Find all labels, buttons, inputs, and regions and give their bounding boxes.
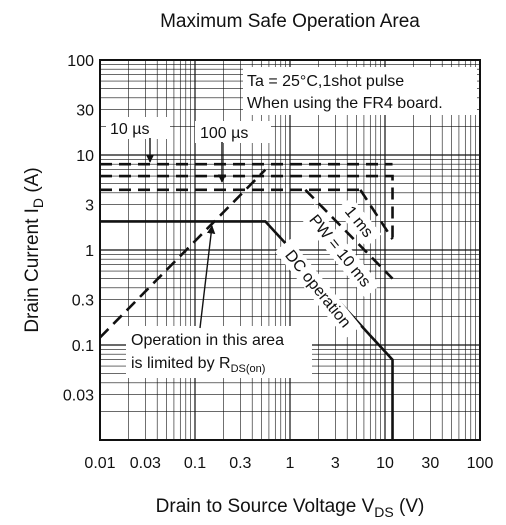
x-tick-labels: 0.01 0.03 0.1 0.3 1 3 10 30 100 [84, 455, 493, 472]
y-axis-symbol-sub: D [30, 198, 46, 208]
label-dc-bg [274, 239, 361, 339]
label-100us-bg [195, 121, 271, 143]
x-tick-label: 0.03 [130, 455, 161, 472]
y-tick-label: 0.3 [72, 293, 94, 310]
y-tick-label: 10 [76, 148, 94, 165]
x-axis-label-text: Drain to Source Voltage [156, 496, 357, 517]
label-pw-bg [299, 204, 381, 298]
y-axis-label-text: Drain Current [22, 218, 43, 333]
y-tick-label: 30 [76, 103, 94, 120]
x-tick-label: 100 [467, 455, 494, 472]
conditions-line1: Ta = 25°C,1shot pulse [247, 73, 404, 90]
chart-title: Maximum Safe Operation Area [160, 11, 420, 32]
label-1ms-bg [336, 196, 382, 247]
series-line [100, 168, 267, 339]
y-axis-label: Drain Current ID (A) [22, 167, 46, 332]
y-axis-unit: (A) [22, 167, 43, 192]
label-10us-bg [106, 117, 170, 139]
x-tick-label: 0.01 [84, 455, 115, 472]
x-tick-label: 30 [421, 455, 439, 472]
plot-frame [99, 59, 481, 441]
rds-note-line2: is limited by RDS(on) [131, 355, 265, 375]
conditions-line2: When using the FR4 board. [247, 95, 443, 112]
x-tick-label: 3 [331, 455, 340, 472]
rds-note-line1: Operation in this area [131, 332, 284, 349]
y-tick-label: 100 [67, 53, 94, 70]
y-tick-label: 0.1 [72, 338, 94, 355]
label-100us: 100 µs [200, 125, 248, 142]
conditions-box [243, 67, 477, 115]
arrow-rds [199, 225, 216, 329]
x-tick-label: 10 [376, 455, 394, 472]
rds-note-box [126, 326, 312, 378]
y-tick-label: 1 [85, 243, 94, 260]
x-tick-label: 0.1 [184, 455, 206, 472]
label-10us: 10 µs [110, 121, 149, 138]
rds-note-sub: DS(on) [231, 363, 266, 375]
x-axis-symbol: V [362, 496, 375, 517]
y-tick-labels: 0.03 0.1 0.3 1 3 10 30 100 [63, 53, 94, 405]
x-tick-label: 1 [286, 455, 295, 472]
x-axis-unit: (V) [399, 496, 424, 517]
rds-note-text: is limited by R [131, 355, 231, 372]
x-tick-label: 0.3 [229, 455, 251, 472]
y-tick-label: 0.03 [63, 388, 94, 405]
series-line [304, 188, 394, 280]
y-axis-symbol: I [22, 208, 43, 213]
x-axis-symbol-sub: DS [374, 504, 393, 520]
series-line [100, 174, 394, 240]
series-line [359, 189, 394, 240]
x-axis-label: Drain to Source Voltage VDS (V) [156, 496, 425, 520]
y-tick-label: 3 [85, 198, 94, 215]
